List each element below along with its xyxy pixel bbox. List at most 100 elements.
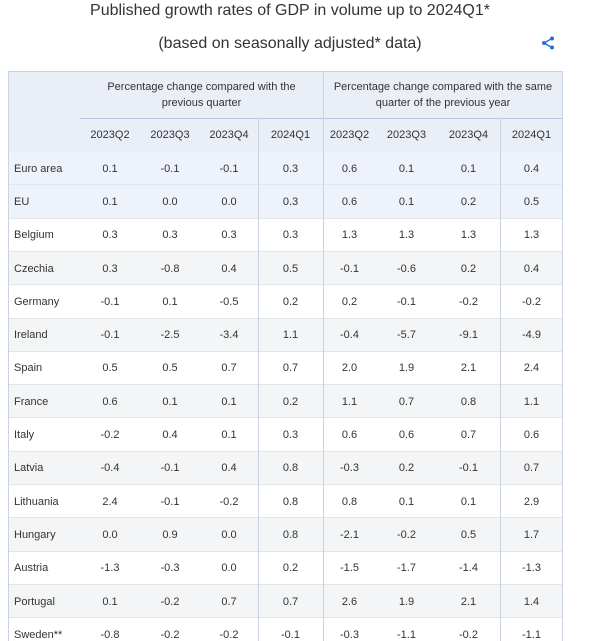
cell-value: 2.1 bbox=[460, 362, 477, 375]
cell-value: 0.7 bbox=[523, 462, 540, 475]
cell-value: 0.3 bbox=[102, 262, 118, 275]
cell-value: -0.2 bbox=[459, 295, 478, 308]
subtitle: (based on seasonally adjusted* data) bbox=[158, 35, 422, 52]
cell-value: -0.1 bbox=[340, 262, 359, 275]
table-top bbox=[8, 71, 563, 72]
cell-value: 0.7 bbox=[460, 429, 477, 442]
cell-value: 0.2 bbox=[282, 395, 299, 408]
cell-value: 0.7 bbox=[398, 395, 415, 408]
cell-value: -0.1 bbox=[219, 162, 239, 175]
cell-value: 1.4 bbox=[523, 595, 540, 608]
cell-value: 0.2 bbox=[460, 195, 477, 208]
row-label: Euro area bbox=[14, 162, 63, 175]
cell-value: 0.4 bbox=[523, 262, 540, 275]
column-header: 2023Q3 bbox=[150, 129, 190, 141]
cell-value: 0.1 bbox=[102, 162, 118, 175]
cell-value: 2.0 bbox=[341, 362, 358, 375]
cell-value: 1.3 bbox=[523, 229, 540, 242]
group-header: Percentage change compared with the prev… bbox=[107, 80, 296, 109]
cell-value: -0.5 bbox=[219, 295, 239, 308]
cell-value: -0.1 bbox=[397, 295, 416, 308]
cell-value: 0.1 bbox=[398, 495, 415, 508]
row-line bbox=[8, 284, 563, 286]
column-divider bbox=[258, 118, 259, 641]
cell-value: -0.3 bbox=[340, 628, 359, 641]
cell-value: 2.1 bbox=[460, 595, 477, 608]
cell-value: 0.2 bbox=[341, 295, 358, 308]
row-label: Ireland bbox=[14, 329, 48, 342]
row-line bbox=[8, 350, 563, 352]
column-header: 2023Q2 bbox=[329, 129, 370, 141]
column-header: 2023Q3 bbox=[386, 129, 427, 141]
row-line bbox=[8, 583, 563, 585]
cell-value: -0.2 bbox=[160, 595, 180, 608]
header-bg bbox=[8, 71, 563, 152]
row-label: Hungary bbox=[14, 528, 56, 541]
cell-value: -5.7 bbox=[397, 329, 416, 342]
cell-value: 1.1 bbox=[523, 395, 540, 408]
row-bg bbox=[8, 551, 563, 585]
cell-value: 0.5 bbox=[102, 362, 118, 375]
cell-value: -3.4 bbox=[219, 329, 239, 342]
row-bg bbox=[8, 618, 563, 641]
column-header: 2023Q2 bbox=[90, 129, 130, 141]
cell-value: 0.8 bbox=[282, 495, 299, 508]
cell-value: 0.3 bbox=[282, 429, 299, 442]
share-icon[interactable] bbox=[541, 36, 555, 50]
cell-value: 0.3 bbox=[282, 229, 299, 242]
cell-value: 0.8 bbox=[282, 528, 299, 541]
cell-value: 2.6 bbox=[341, 595, 358, 608]
cell-value: -0.2 bbox=[219, 628, 239, 641]
cell-value: 0.0 bbox=[221, 195, 237, 208]
cell-value: 0.4 bbox=[221, 262, 237, 275]
cell-value: 0.3 bbox=[162, 229, 178, 242]
cell-value: 0.4 bbox=[523, 162, 540, 175]
cell-value: 0.3 bbox=[282, 162, 299, 175]
row-line bbox=[8, 417, 563, 419]
column-header: 2023Q4 bbox=[209, 129, 249, 141]
cell-value: -1.3 bbox=[522, 562, 541, 575]
cell-value: 1.1 bbox=[282, 329, 299, 342]
cell-value: 0.8 bbox=[282, 462, 299, 475]
cell-value: -1.7 bbox=[397, 562, 416, 575]
cell-value: 0.4 bbox=[162, 429, 178, 442]
cell-value: 0.3 bbox=[282, 195, 299, 208]
cell-value: 0.6 bbox=[341, 195, 358, 208]
cell-value: 0.4 bbox=[221, 462, 237, 475]
title: Published growth rates of GDP in volume … bbox=[90, 2, 490, 19]
cell-value: 0.5 bbox=[282, 262, 299, 275]
group-divider bbox=[323, 71, 324, 641]
row-label: Spain bbox=[14, 362, 43, 375]
cell-value: -0.2 bbox=[522, 295, 541, 308]
row-bg bbox=[8, 451, 563, 485]
cell-value: 0.3 bbox=[221, 229, 237, 242]
row-line bbox=[8, 550, 563, 552]
cell-value: 2.4 bbox=[523, 362, 540, 375]
cell-value: 0.5 bbox=[523, 195, 540, 208]
cell-value: 1.7 bbox=[523, 528, 540, 541]
row-line bbox=[8, 184, 563, 186]
table-border bbox=[8, 71, 9, 641]
cell-value: 0.7 bbox=[282, 362, 299, 375]
row-bg bbox=[8, 218, 563, 252]
cell-value: 2.4 bbox=[102, 495, 118, 508]
cell-value: -0.6 bbox=[397, 262, 416, 275]
cell-value: 0.0 bbox=[221, 562, 237, 575]
row-line bbox=[8, 484, 563, 485]
cell-value: -0.3 bbox=[160, 562, 180, 575]
row-label: Germany bbox=[14, 295, 60, 308]
cell-value: 0.1 bbox=[162, 395, 178, 408]
cell-value: -1.5 bbox=[340, 562, 359, 575]
cell-value: 0.1 bbox=[102, 595, 118, 608]
row-line bbox=[8, 517, 563, 519]
row-bg bbox=[8, 185, 563, 219]
cell-value: 0.0 bbox=[102, 528, 118, 541]
row-label: EU bbox=[14, 195, 30, 208]
cell-value: -0.1 bbox=[160, 162, 180, 175]
cell-value: 2.9 bbox=[523, 495, 540, 508]
cell-value: -9.1 bbox=[459, 329, 478, 342]
cell-value: -0.3 bbox=[340, 462, 359, 475]
cell-value: 0.1 bbox=[221, 429, 237, 442]
cell-value: -1.1 bbox=[397, 628, 416, 641]
row-bg bbox=[8, 152, 563, 186]
